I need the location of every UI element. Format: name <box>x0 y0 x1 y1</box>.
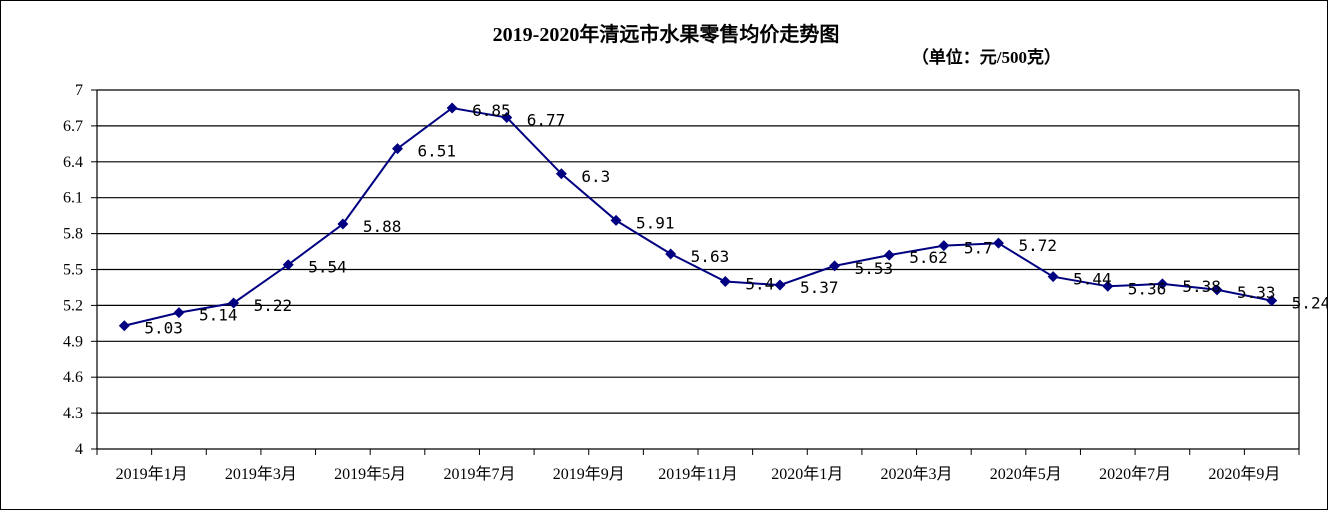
data-label: 5.91 <box>636 213 675 232</box>
data-point-marker <box>282 259 294 271</box>
data-label: 6.3 <box>581 167 610 186</box>
data-label: 5.88 <box>363 217 402 236</box>
data-point-marker <box>446 102 458 114</box>
y-tick-label: 7 <box>75 82 83 99</box>
data-point-marker <box>1156 278 1168 290</box>
data-label: 5.53 <box>855 259 894 278</box>
data-point-marker <box>665 248 677 260</box>
x-tick-label: 2019年9月 <box>553 465 625 483</box>
y-tick-label: 4.6 <box>63 369 83 386</box>
y-tick-label: 4.3 <box>63 405 83 422</box>
data-point-marker <box>1266 295 1278 307</box>
x-tick-label: 2020年1月 <box>771 465 843 483</box>
data-point-marker <box>993 237 1004 249</box>
x-tick-label: 2019年7月 <box>443 465 515 483</box>
data-label: 5.24 <box>1292 294 1328 313</box>
data-point-marker <box>1211 284 1223 296</box>
data-label: 5.44 <box>1073 270 1112 289</box>
y-tick-label: 6.7 <box>63 118 83 135</box>
x-tick-labels: 2019年1月 2019年3月 2019年5月 2019年7月 2019年9月 2019年… <box>116 465 1281 483</box>
x-tick-label: 2019年11月 <box>658 465 737 483</box>
y-tick-label: 5.8 <box>63 226 83 243</box>
data-point-marker <box>1047 271 1059 283</box>
data-label: 5.63 <box>691 247 730 266</box>
axes <box>91 89 1300 455</box>
data-point-marker <box>774 279 786 291</box>
x-tick-label: 2020年3月 <box>881 465 953 483</box>
y-tick-label: 5.2 <box>63 297 83 314</box>
data-label: 6.85 <box>472 101 511 120</box>
x-tick-label: 2019年1月 <box>116 465 188 483</box>
data-label: 5.7 <box>964 239 993 258</box>
data-label: 5.36 <box>1128 279 1167 298</box>
data-point-marker <box>392 143 403 155</box>
y-tick-label: 4.9 <box>63 333 83 350</box>
y-tick-label: 6.4 <box>63 154 83 171</box>
y-tick-label: 6.1 <box>63 190 83 207</box>
y-tick-label: 5.5 <box>63 262 83 279</box>
series-line <box>124 106 1272 327</box>
data-label: 5.22 <box>254 296 293 315</box>
data-label: 5.33 <box>1237 283 1276 302</box>
data-label: 5.37 <box>800 278 839 297</box>
y-tick-label: 4 <box>75 441 83 458</box>
data-point-marker <box>555 168 567 180</box>
data-label: 5.72 <box>1019 236 1058 255</box>
y-tick-labels: 4 4.3 4.6 4.9 5.2 5.5 5.8 6.1 6.4 6.7 7 <box>63 82 83 458</box>
data-point-marker <box>938 240 950 252</box>
data-point-marker <box>1102 280 1114 292</box>
x-tick-label: 2020年5月 <box>990 465 1062 483</box>
data-label: 6.51 <box>418 142 457 161</box>
x-tick-label: 2019年5月 <box>334 465 406 483</box>
data-point-marker <box>337 218 349 230</box>
chart-subtitle: （单位：元/500克） <box>912 47 1061 67</box>
data-labels: 5.03 5.14 5.22 5.54 5.88 6.51 6.85 6.77 6.3 5.91 5… <box>144 101 1328 338</box>
data-label: 5.62 <box>909 248 948 267</box>
x-tick-label: 2019年3月 <box>225 465 297 483</box>
data-point-marker <box>173 307 185 319</box>
grid-lines <box>97 89 1299 450</box>
data-point-marker <box>118 320 130 332</box>
data-label: 5.54 <box>308 258 347 277</box>
data-point-marker <box>829 260 841 272</box>
x-tick-label: 2020年7月 <box>1099 465 1171 483</box>
data-label: 5.03 <box>144 319 183 338</box>
data-point-marker <box>883 249 895 261</box>
data-label: 5.14 <box>199 306 238 325</box>
chart-title: 2019-2020年清远市水果零售均价走势图 <box>493 22 840 46</box>
x-tick-label: 2020年9月 <box>1208 465 1280 483</box>
data-point-marker <box>228 297 240 309</box>
data-point-marker <box>719 275 731 287</box>
data-label: 5.4 <box>745 274 774 293</box>
data-point-marker <box>610 214 622 226</box>
data-label: 5.38 <box>1182 277 1221 296</box>
data-label: 6.77 <box>527 111 566 130</box>
data-point-marker <box>501 112 513 124</box>
data-markers <box>118 102 1278 332</box>
